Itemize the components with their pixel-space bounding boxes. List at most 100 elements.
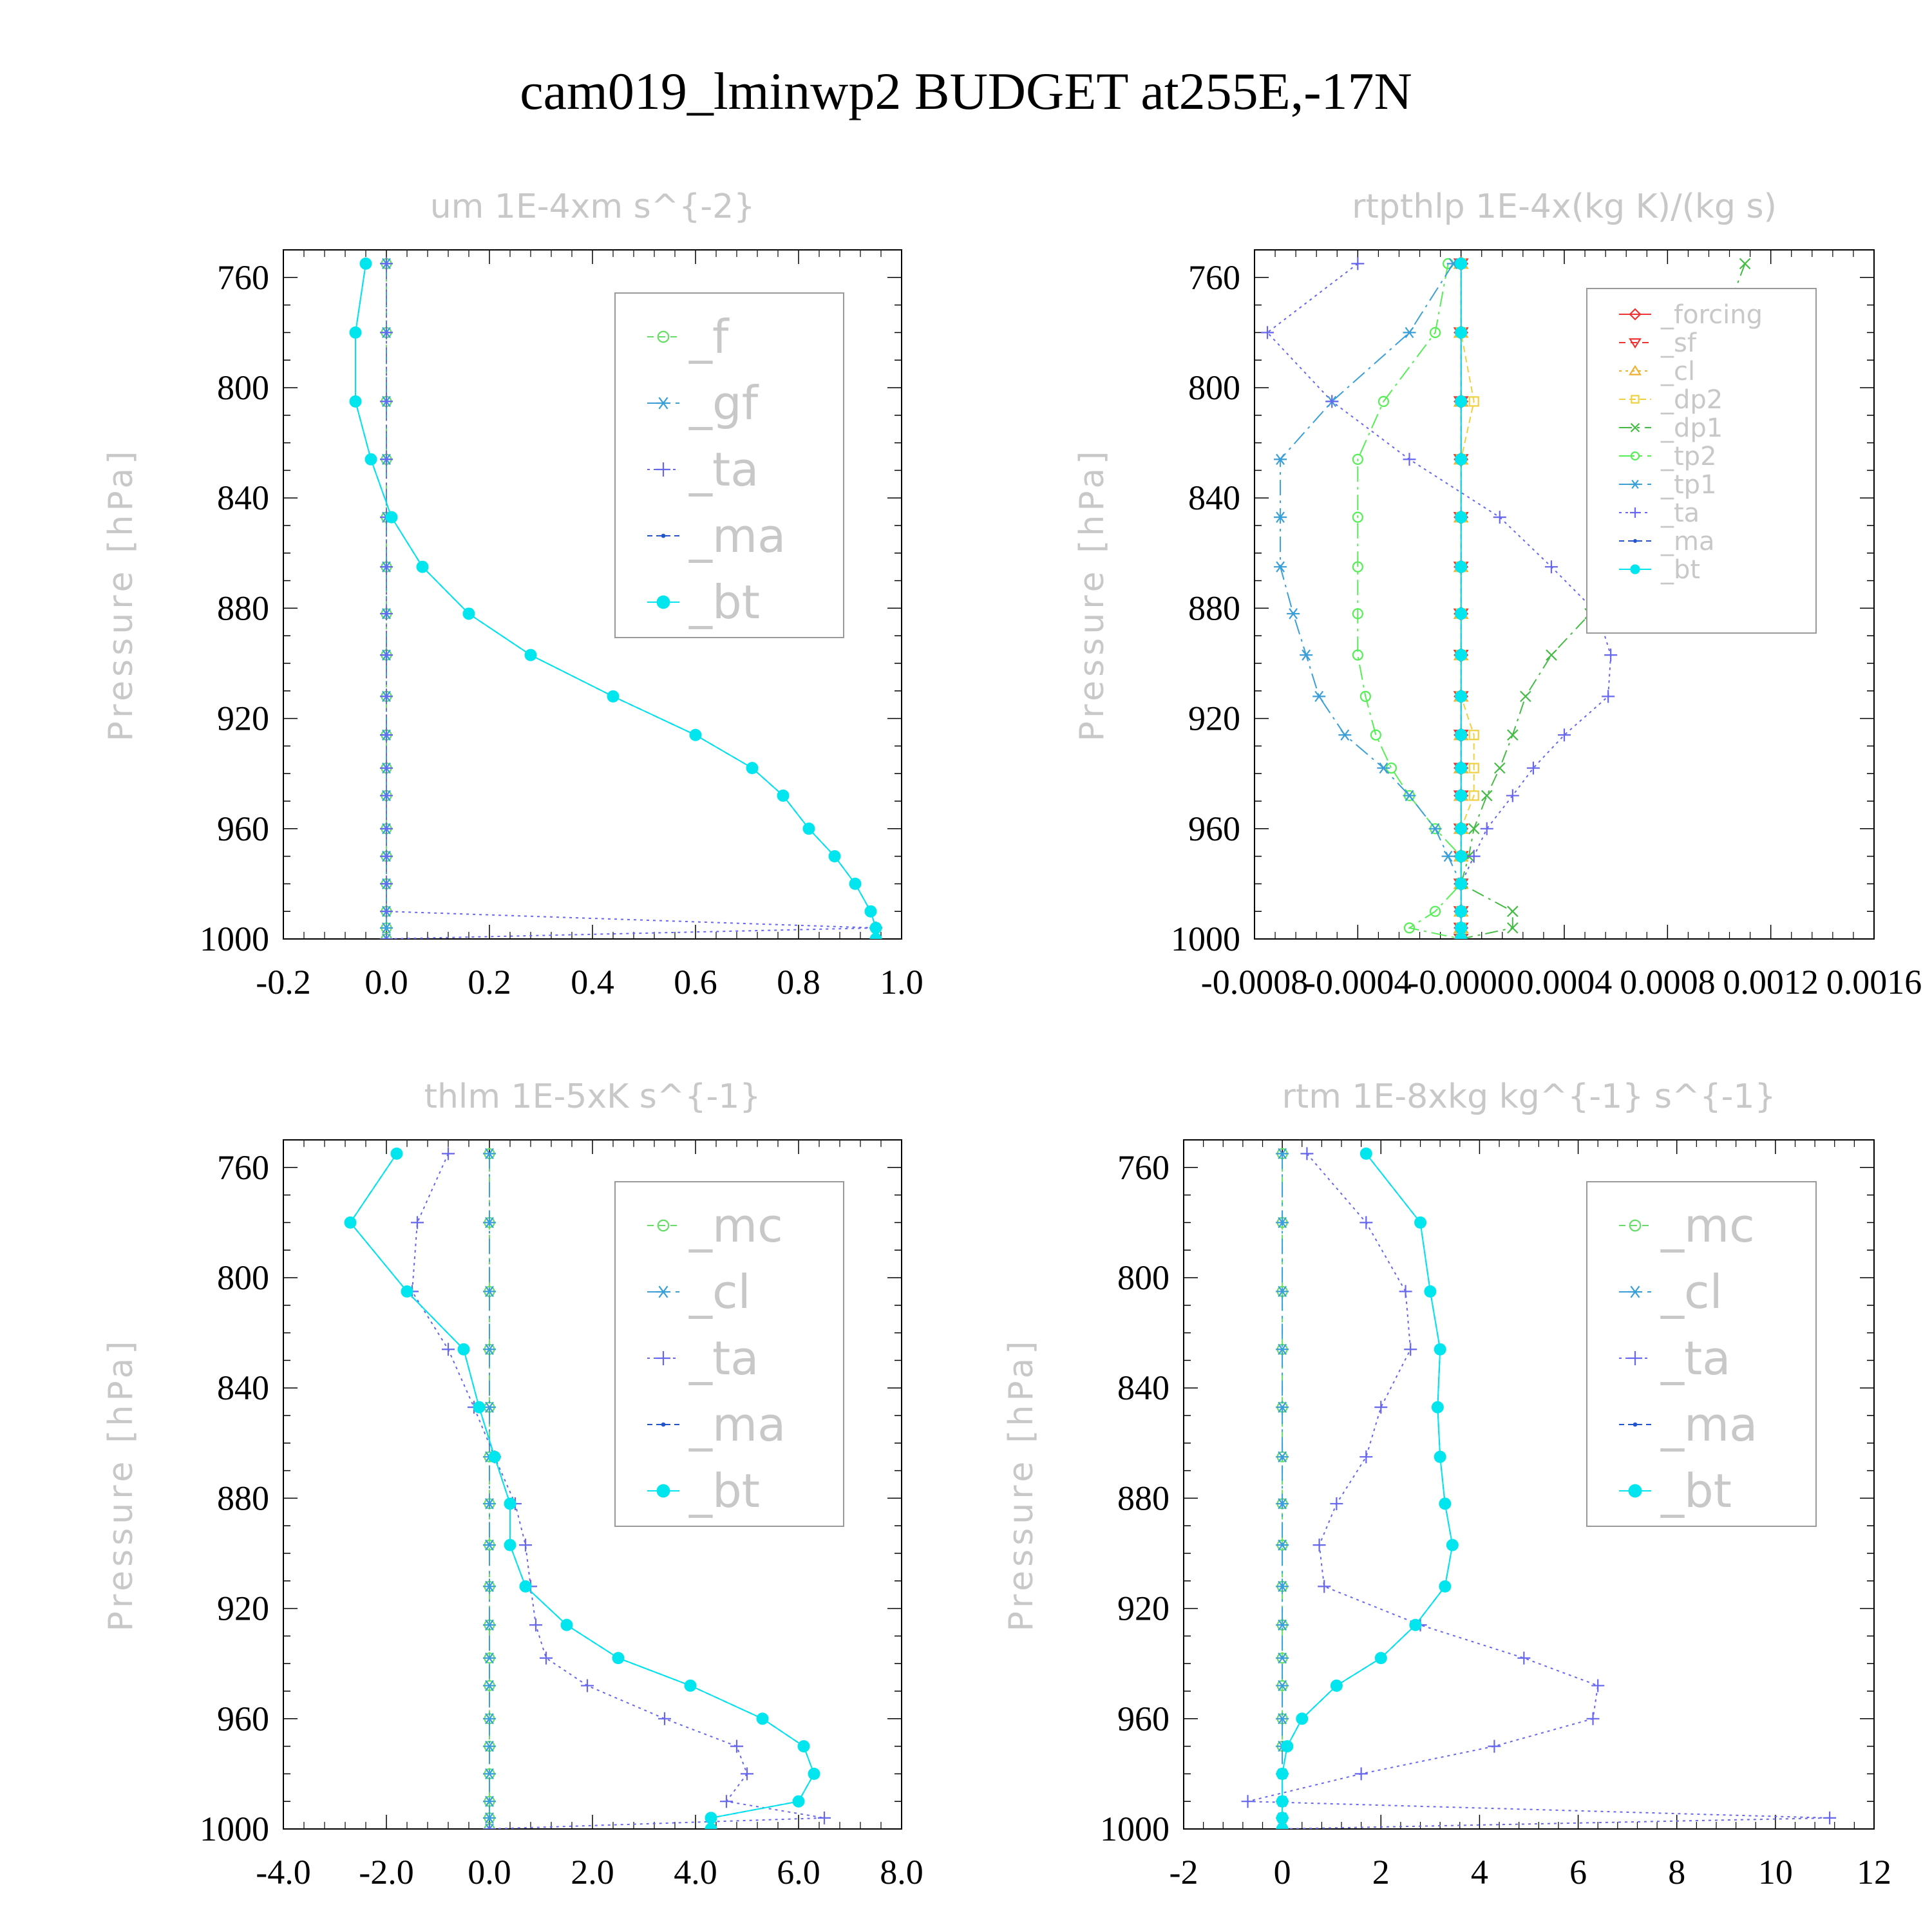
series-line-ma xyxy=(1282,1153,1454,1829)
data-point-bt xyxy=(1455,560,1468,573)
data-point-ta xyxy=(380,933,393,939)
y-axis-label: Pressure [hPa] xyxy=(1002,1338,1041,1632)
data-point-bt xyxy=(1439,1580,1452,1593)
data-point-bt xyxy=(1359,1147,1372,1160)
data-point-tp2 xyxy=(1429,905,1441,917)
data-point-ta xyxy=(380,905,393,918)
data-point-bt xyxy=(607,690,620,703)
legend: _mc _cl _ta _ma _bt xyxy=(614,1181,844,1527)
x-tick-label: -2.0 xyxy=(359,1853,413,1891)
data-point-bt xyxy=(869,922,882,934)
y-tick-label: 1000 xyxy=(1100,1810,1170,1848)
legend-marker xyxy=(657,1219,670,1232)
data-point-bt xyxy=(705,1812,717,1824)
data-point-cl xyxy=(1276,1619,1289,1631)
legend-box xyxy=(614,292,844,638)
data-point-tp1 xyxy=(1403,327,1416,339)
data-point-ta xyxy=(380,877,393,891)
data-point-bt xyxy=(473,1401,486,1414)
data-point-tp2 xyxy=(1352,453,1363,465)
y-tick-label: 960 xyxy=(1117,1700,1170,1738)
legend-label: _bt xyxy=(688,575,760,629)
legend-label: _dp2 xyxy=(1660,385,1723,415)
data-point-cl xyxy=(1276,1401,1289,1413)
legend-label: _ta xyxy=(688,1331,759,1385)
data-point-bt xyxy=(792,1795,805,1808)
data-point-cl xyxy=(1276,1652,1289,1664)
data-point-ta xyxy=(658,1712,671,1725)
legend-marker xyxy=(656,397,670,410)
y-tick-label: 840 xyxy=(1188,478,1240,517)
data-point-bt xyxy=(1455,728,1468,741)
data-point-tp1 xyxy=(1287,608,1300,620)
legend: _mc _cl _ta _ma _bt xyxy=(1586,1181,1817,1527)
data-point-ta xyxy=(380,257,393,270)
data-point-ta xyxy=(380,822,393,835)
data-point-cl xyxy=(483,1285,496,1298)
data-point-ta xyxy=(380,728,393,742)
data-point-bt xyxy=(1446,1539,1459,1551)
y-axis-label: Pressure [hPa] xyxy=(102,448,140,742)
legend-marker xyxy=(1629,338,1642,349)
data-point-ta xyxy=(380,326,393,339)
data-point-ta xyxy=(1330,1497,1343,1510)
y-tick-label: 840 xyxy=(217,478,269,517)
legend-label: _gf xyxy=(688,376,759,430)
data-point-ta xyxy=(1602,690,1615,703)
data-point-bt xyxy=(1455,257,1468,270)
data-point-bt xyxy=(1455,905,1468,918)
legend-label: _cl xyxy=(1660,357,1695,386)
y-axis-label: Pressure [hPa] xyxy=(1073,448,1112,742)
data-point-cl xyxy=(483,1680,496,1692)
data-point-tp1 xyxy=(1377,762,1390,774)
legend-marker xyxy=(1629,1219,1642,1232)
data-point-bt xyxy=(1455,511,1468,524)
data-point-bt xyxy=(1439,1497,1452,1510)
data-point-bt xyxy=(1434,1343,1446,1356)
data-point-ta xyxy=(380,395,393,408)
data-point-bt xyxy=(504,1497,516,1510)
data-point-ta xyxy=(1493,511,1506,524)
data-point-bt xyxy=(1455,326,1468,339)
legend-label: _bt xyxy=(688,1464,760,1518)
data-point-ta xyxy=(1488,1739,1501,1753)
data-point-ta xyxy=(540,1651,553,1665)
legend-marker xyxy=(1628,1484,1642,1498)
data-point-bt xyxy=(1424,1285,1437,1298)
panel-title: rtm 1E-8xkg kg^{-1} s^{-1} xyxy=(1282,1077,1776,1116)
y-tick-label: 760 xyxy=(1117,1148,1170,1187)
y-tick-label: 960 xyxy=(217,1700,269,1738)
data-point-tp2 xyxy=(1352,608,1363,620)
legend-label: _ta xyxy=(1660,498,1700,528)
x-tick-label: 8.0 xyxy=(880,1853,923,1891)
y-tick-label: 920 xyxy=(1117,1589,1170,1628)
data-point-bt xyxy=(504,1539,516,1551)
data-point-bt xyxy=(462,607,475,620)
data-point-bt xyxy=(808,1767,820,1780)
data-point-bt xyxy=(359,257,372,270)
x-tick-label: 0.4 xyxy=(571,963,614,1001)
data-point-ta xyxy=(1823,1811,1837,1824)
y-tick-label: 1000 xyxy=(200,920,269,958)
legend-marker xyxy=(656,462,670,477)
data-point-ta xyxy=(529,1618,542,1632)
data-point-ta xyxy=(1591,1679,1605,1692)
legend-marker xyxy=(1630,507,1640,518)
legend-label: _f xyxy=(688,310,730,364)
data-point-bt xyxy=(1455,762,1468,775)
data-point-dp1 xyxy=(1520,690,1531,703)
data-point-bt xyxy=(349,395,362,408)
legend-label: _cl xyxy=(1660,1265,1723,1319)
data-point-bt xyxy=(1330,1679,1343,1692)
y-tick-label: 800 xyxy=(1188,368,1240,407)
data-point-tp2 xyxy=(1429,327,1441,339)
data-point-cl xyxy=(483,1580,496,1593)
x-tick-label: 0.6 xyxy=(674,963,717,1001)
legend-label: _bt xyxy=(1660,1464,1732,1518)
data-point-ta xyxy=(1318,1580,1331,1593)
data-point-ta xyxy=(380,849,393,863)
data-point-dp1 xyxy=(1468,823,1480,835)
legend-marker xyxy=(1628,1285,1642,1298)
